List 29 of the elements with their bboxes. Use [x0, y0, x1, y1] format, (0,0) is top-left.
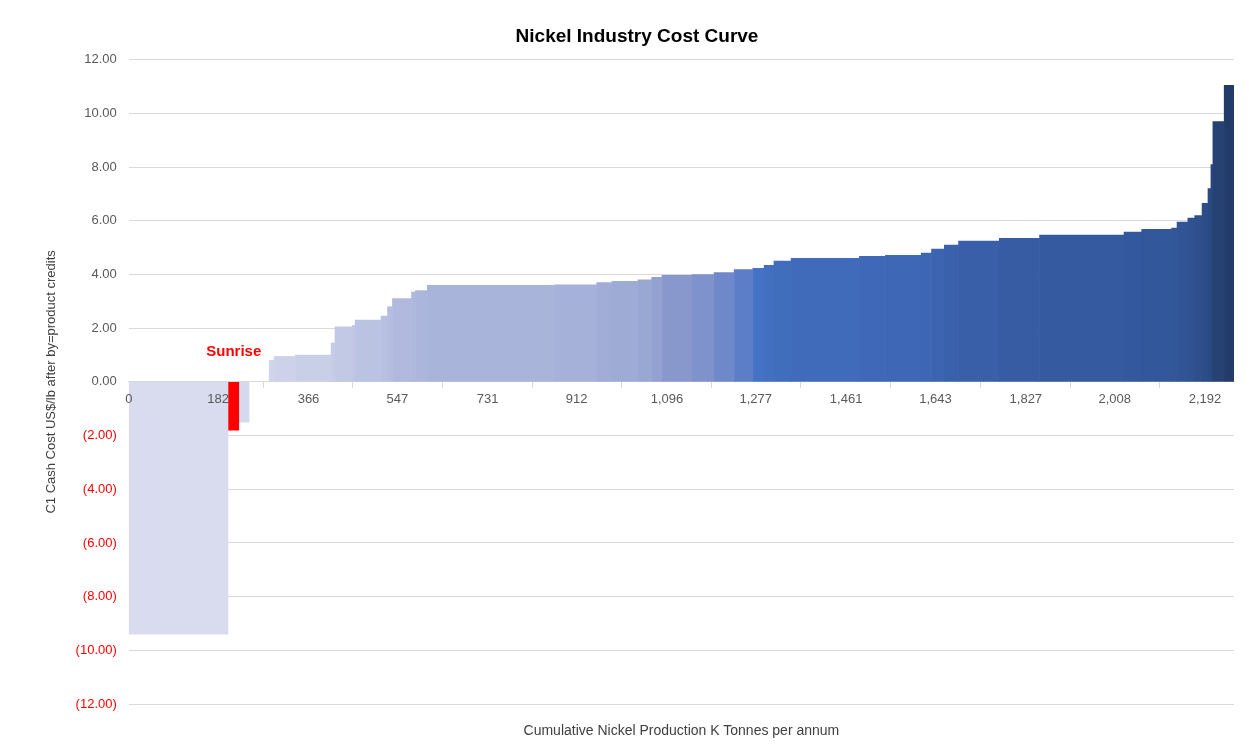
y-tick-label: 4.00 [91, 266, 117, 282]
y-tick-label: (8.00) [82, 588, 117, 604]
y-tick-label: (2.00) [82, 427, 117, 443]
y-tick-label: (12.00) [75, 695, 117, 711]
x-tick-label: 547 [386, 391, 409, 407]
y-tick-label: 12.00 [84, 51, 117, 67]
x-tick-label: 1,096 [650, 391, 684, 407]
y-tick-label: 10.00 [84, 105, 117, 121]
y-tick-label: 8.00 [91, 158, 117, 174]
annotation: Sunrise [206, 342, 262, 360]
x-tick-label: 2,008 [1098, 391, 1131, 407]
x-tick-label: 1,643 [919, 391, 952, 407]
x-tick-label: 0 [125, 391, 133, 407]
y-tick-label: (4.00) [82, 480, 117, 496]
x-tick-label: 912 [565, 391, 588, 407]
x-tick-label: 731 [476, 391, 499, 407]
y-tick-label: 6.00 [91, 212, 117, 228]
x-tick-label: 1,827 [1009, 391, 1043, 407]
y-tick-label: (6.00) [82, 534, 117, 550]
x-tick-label: 1,277 [739, 391, 773, 407]
x-tick-label: 2,192 [1188, 391, 1222, 407]
x-tick-label: 366 [297, 391, 320, 407]
x-axis-title: Cumulative Nickel Production K Tonnes per annum [523, 721, 840, 738]
chart-title: Nickel Industry Cost Curve [515, 24, 759, 46]
y-axis-title: C1 Cash Cost US$/lb after by=product credits [43, 249, 59, 514]
y-tick-label: 2.00 [91, 319, 117, 335]
y-tick-label: (10.00) [75, 641, 117, 657]
x-tick-label: 1,461 [829, 391, 863, 407]
y-tick-label: 0.00 [91, 373, 117, 389]
